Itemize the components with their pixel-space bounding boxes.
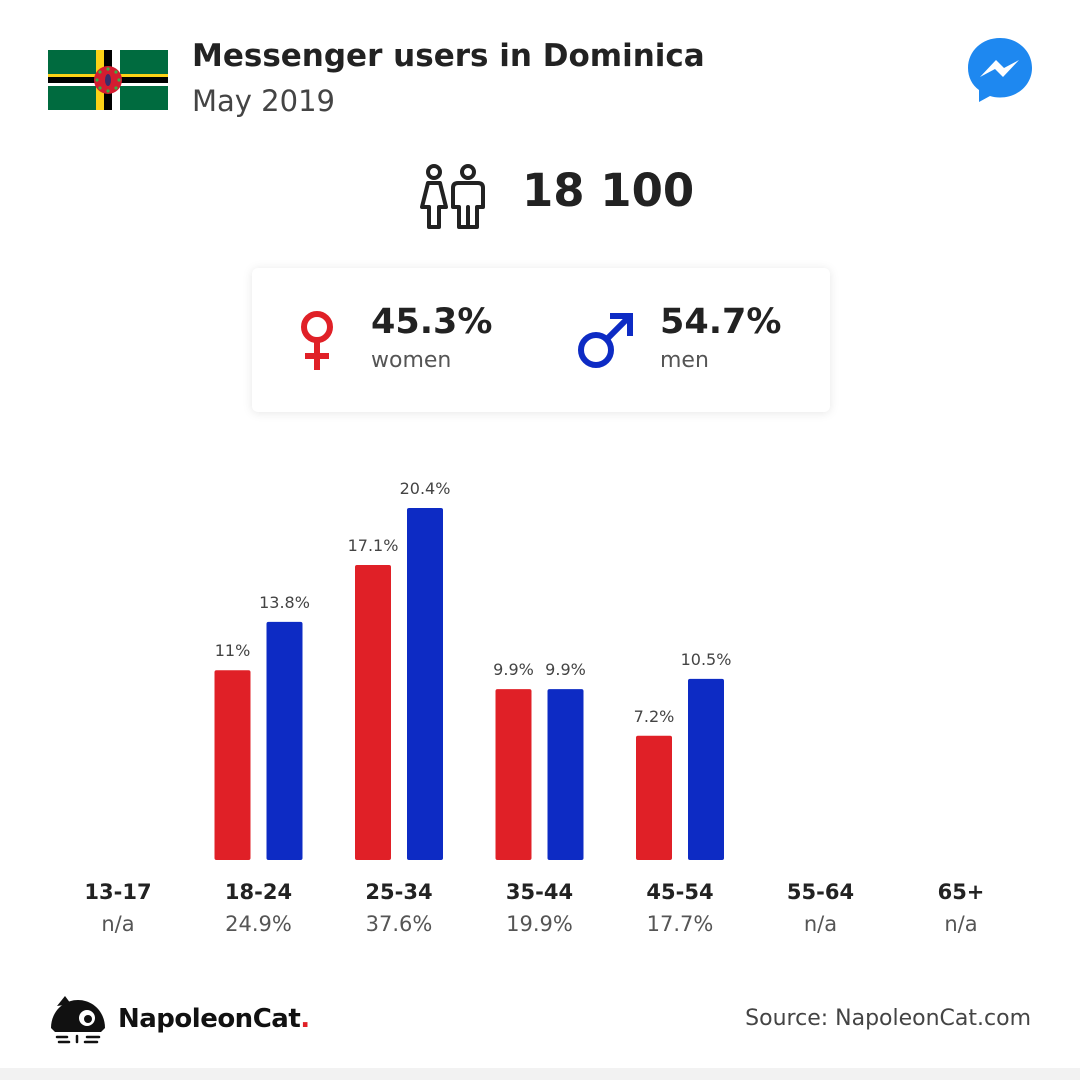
age-group-total-45-54: 17.7%: [647, 912, 714, 936]
age-group-label-13-17: 13-17: [84, 880, 151, 904]
data-label-women-45-54: 7.2%: [634, 707, 675, 726]
age-group-label-18-24: 18-24: [225, 880, 292, 904]
page-title: Messenger users in Dominica: [192, 38, 705, 74]
bar-women-18-24: [214, 670, 251, 860]
data-label-men-18-24: 13.8%: [259, 593, 310, 612]
data-label-men-25-34: 20.4%: [400, 479, 451, 498]
bar-women-25-34: [355, 564, 391, 860]
source-credit: Source: NapoleonCat.com: [745, 1006, 1031, 1031]
age-group-total-25-34: 37.6%: [366, 912, 433, 936]
age-group-label-55-64: 55-64: [787, 880, 854, 904]
bottom-strip: [0, 1068, 1080, 1080]
dominica-flag-icon: [48, 50, 168, 110]
bar-men-18-24: [266, 621, 303, 860]
gender-card: 45.3% women 54.7% men: [252, 268, 830, 412]
bar-men-35-44: [547, 689, 584, 860]
bar-women-45-54: [636, 735, 672, 860]
brand-text: NapoleonCat: [118, 1004, 301, 1034]
age-group-label-65plus: 65+: [938, 880, 985, 904]
napoleoncat-logo-icon: [51, 996, 105, 1044]
bar-women-35-44: [495, 689, 532, 860]
messenger-icon: [968, 38, 1032, 102]
bar-men-25-34: [407, 508, 443, 860]
age-group-total-55-64: n/a: [804, 912, 837, 936]
age-gender-chart: 13-17 n/a 11% 13.8% 18-24 24.9% 17.1% 20.4% 25-3…: [84, 479, 985, 936]
men-percent: 54.7%: [660, 302, 782, 342]
age-group-total-13-17: n/a: [101, 912, 134, 936]
data-label-men-35-44: 9.9%: [545, 660, 586, 679]
people-icon: [420, 164, 485, 229]
brand-name: NapoleonCat.: [118, 1004, 310, 1034]
age-group-total-35-44: 19.9%: [506, 912, 573, 936]
female-symbol-icon: [301, 311, 333, 370]
data-label-women-35-44: 9.9%: [493, 660, 534, 679]
age-group-total-65plus: n/a: [944, 912, 977, 936]
page-subtitle: May 2019: [192, 84, 335, 118]
total-users: 18 100: [522, 164, 695, 217]
age-group-total-18-24: 24.9%: [225, 912, 292, 936]
data-label-women-18-24: 11%: [215, 641, 251, 660]
bar-men-45-54: [688, 678, 724, 860]
data-label-women-25-34: 17.1%: [348, 536, 399, 555]
age-group-label-25-34: 25-34: [365, 880, 432, 904]
male-symbol-icon: [578, 313, 633, 368]
women-label: women: [371, 348, 452, 373]
data-label-men-45-54: 10.5%: [681, 650, 732, 669]
brand-dot: .: [300, 1004, 310, 1034]
men-label: men: [660, 348, 709, 373]
women-percent: 45.3%: [371, 302, 493, 342]
age-group-label-35-44: 35-44: [506, 880, 573, 904]
age-group-label-45-54: 45-54: [646, 880, 713, 904]
